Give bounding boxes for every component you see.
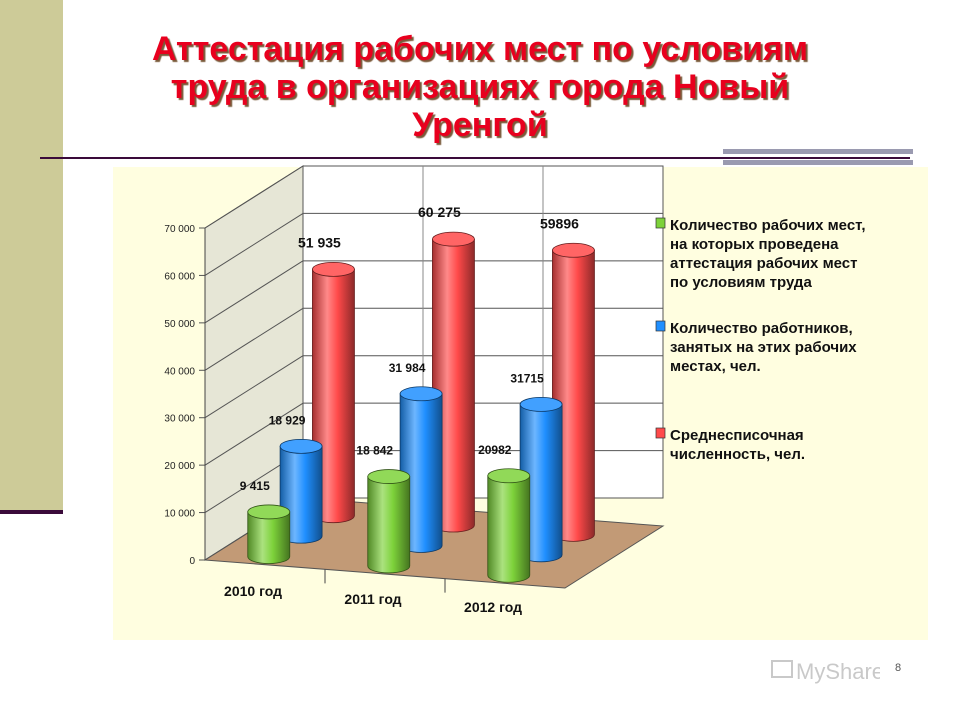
data-label: 51 935: [298, 234, 341, 250]
y-tick-label: 70 000: [164, 224, 195, 235]
cylinder-top: [399, 386, 443, 402]
x-category-label: 2010 год: [224, 583, 282, 599]
y-tick-label: 40 000: [164, 366, 195, 377]
legend-text-line: по условиям труда: [670, 274, 812, 291]
legend-text-line: Количество работников,: [670, 320, 853, 337]
cylinder-top: [247, 504, 291, 520]
cylinder-top: [367, 469, 411, 484]
gridline-side: [204, 307, 304, 371]
legend-swatch: [655, 217, 666, 229]
cylinder-top: [279, 438, 323, 454]
gridline-side: [204, 165, 304, 229]
legend-text-line: Количество рабочих мест,: [670, 217, 866, 234]
legend-text-line: аттестация рабочих мест: [670, 255, 858, 272]
data-label: 31 984: [389, 361, 426, 375]
gridline-side: [204, 260, 304, 324]
decor-bar-bottom: [723, 160, 913, 165]
slide-title: Аттестация рабочих мест по условиям труд…: [151, 30, 809, 145]
x-category-label: 2011 год: [344, 591, 401, 607]
legend-text-line: Среднесписочная: [670, 427, 804, 444]
legend-swatch: [655, 427, 666, 439]
data-label: 18 842: [356, 444, 393, 458]
y-tick-label: 50 000: [164, 319, 195, 330]
gridline-side: [204, 355, 304, 419]
left-decor-band: [0, 0, 63, 510]
gridline-side: [204, 402, 304, 466]
decor-bar-top: [723, 149, 913, 154]
cylinder-body: [487, 475, 531, 583]
y-tick-label: 60 000: [164, 271, 195, 282]
y-tick-label: 10 000: [164, 509, 195, 520]
data-label: 9 415: [240, 479, 270, 493]
data-label: 31715: [510, 371, 544, 385]
title-underline: [40, 157, 910, 159]
data-label: 18 929: [269, 413, 306, 427]
gridline-side: [204, 213, 304, 276]
legend-text-line: местах, чел.: [670, 358, 761, 375]
watermark-text: MyShared: [796, 659, 880, 684]
cylinder-top: [487, 468, 531, 484]
monitor-icon: [771, 660, 793, 678]
legend-text-line: занятых на этих рабочих: [670, 339, 857, 356]
cylinder-top: [519, 396, 563, 412]
legend-swatch: [655, 320, 666, 332]
x-category-label: 2012 год: [464, 599, 522, 615]
left-decor-line: [0, 510, 63, 514]
y-tick-label: 30 000: [164, 414, 195, 425]
legend-text-line: численность, чел.: [670, 446, 805, 463]
y-tick-label: 20 000: [164, 461, 195, 472]
data-label: 59896: [540, 215, 579, 231]
cylinder-top: [312, 261, 355, 277]
page-number: 8: [895, 662, 902, 674]
watermark-logo: MyShared: [770, 655, 896, 694]
data-label: 20982: [478, 443, 512, 457]
cylinder-body: [247, 511, 291, 565]
cylinder-top: [552, 242, 595, 258]
y-tick-label: 0: [189, 556, 195, 567]
cylinder-body: [367, 476, 411, 574]
legend-text-line: на которых проведена: [670, 236, 839, 253]
cylinder-top: [432, 231, 475, 247]
data-label: 60 275: [418, 204, 461, 220]
